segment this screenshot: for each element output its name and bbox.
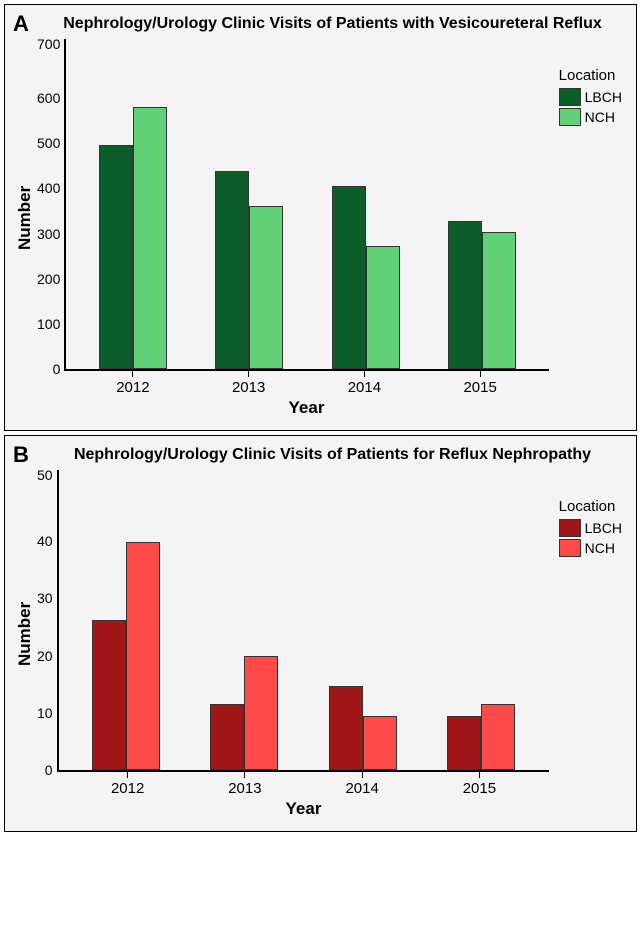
panel-a: A Number Nephrology/Urology Clinic Visit… bbox=[4, 4, 637, 431]
y-ticks-b: 50403020100 bbox=[37, 470, 57, 770]
bar bbox=[366, 246, 400, 369]
legend-swatch bbox=[559, 88, 581, 106]
y-ticks-a: 7006005004003002001000 bbox=[37, 39, 64, 369]
bar bbox=[448, 221, 482, 370]
legend-swatch bbox=[559, 539, 581, 557]
bar-group bbox=[185, 470, 304, 770]
y-tick-label: 200 bbox=[37, 272, 60, 286]
bar-group bbox=[67, 470, 186, 770]
y-tick-label: 30 bbox=[37, 591, 53, 605]
legend-title-a: Location bbox=[559, 67, 622, 84]
bar-group bbox=[422, 470, 541, 770]
bar-group bbox=[191, 39, 308, 369]
bar bbox=[210, 704, 244, 770]
figure: A Number Nephrology/Urology Clinic Visit… bbox=[0, 0, 641, 840]
x-tick-label: 2014 bbox=[304, 780, 421, 797]
bar-group bbox=[304, 470, 423, 770]
bar bbox=[482, 232, 516, 369]
y-tick-label: 400 bbox=[37, 181, 60, 195]
x-axis-label-a: Year bbox=[67, 396, 546, 422]
x-tick-label: 2015 bbox=[422, 379, 538, 396]
x-tick-label: 2013 bbox=[186, 780, 303, 797]
x-axis-label-b: Year bbox=[61, 797, 546, 823]
legend-item: NCH bbox=[559, 108, 622, 126]
legend-b: Location LBCH NCH bbox=[549, 470, 628, 772]
legend-item: NCH bbox=[559, 539, 622, 557]
y-tick-label: 0 bbox=[45, 763, 53, 777]
y-tick-label: 50 bbox=[37, 468, 53, 482]
plot-area-b bbox=[57, 470, 549, 772]
bar bbox=[481, 704, 515, 770]
bar bbox=[133, 107, 167, 369]
bar bbox=[329, 686, 363, 770]
y-tick-label: 300 bbox=[37, 227, 60, 241]
legend-swatch bbox=[559, 519, 581, 537]
legend-swatch bbox=[559, 108, 581, 126]
x-tick-label: 2014 bbox=[307, 379, 423, 396]
legend-item: LBCH bbox=[559, 88, 622, 106]
legend-label: LBCH bbox=[585, 89, 622, 105]
bar bbox=[363, 716, 397, 770]
bar bbox=[126, 542, 160, 770]
x-ticks-a: 2012201320142015 bbox=[67, 379, 546, 396]
x-tick-label: 2013 bbox=[191, 379, 307, 396]
y-tick-label: 20 bbox=[37, 649, 53, 663]
bar-group bbox=[424, 39, 541, 369]
bar bbox=[447, 716, 481, 770]
legend-a: Location LBCH NCH bbox=[549, 39, 628, 371]
legend-label: NCH bbox=[585, 109, 615, 125]
x-tick-label: 2012 bbox=[69, 780, 186, 797]
y-tick-label: 600 bbox=[37, 91, 60, 105]
x-tick-label: 2012 bbox=[75, 379, 191, 396]
x-tick-label: 2015 bbox=[421, 780, 538, 797]
legend-label: LBCH bbox=[585, 520, 622, 536]
bar bbox=[244, 656, 278, 770]
y-tick-label: 700 bbox=[37, 37, 60, 51]
y-tick-label: 0 bbox=[53, 362, 61, 376]
legend-label: NCH bbox=[585, 540, 615, 556]
plot-area-a bbox=[64, 39, 548, 371]
bar-group bbox=[74, 39, 191, 369]
legend-title-b: Location bbox=[559, 498, 622, 515]
legend-item: LBCH bbox=[559, 519, 622, 537]
chart-title-b: Nephrology/Urology Clinic Visits of Pati… bbox=[37, 444, 628, 470]
bar bbox=[332, 186, 366, 369]
bar bbox=[249, 206, 283, 369]
x-ticks-b: 2012201320142015 bbox=[61, 780, 546, 797]
panel-b: B Number Nephrology/Urology Clinic Visit… bbox=[4, 435, 637, 832]
y-tick-label: 40 bbox=[37, 534, 53, 548]
bar-group bbox=[308, 39, 425, 369]
chart-title-a: Nephrology/Urology Clinic Visits of Pati… bbox=[37, 13, 628, 39]
y-tick-label: 500 bbox=[37, 136, 60, 150]
y-tick-label: 10 bbox=[37, 706, 53, 720]
bar bbox=[215, 171, 249, 369]
y-axis-label-b: Number bbox=[13, 444, 37, 823]
y-axis-label-a: Number bbox=[13, 13, 37, 422]
bar bbox=[92, 620, 126, 770]
y-tick-label: 100 bbox=[37, 317, 60, 331]
bar bbox=[99, 145, 133, 369]
